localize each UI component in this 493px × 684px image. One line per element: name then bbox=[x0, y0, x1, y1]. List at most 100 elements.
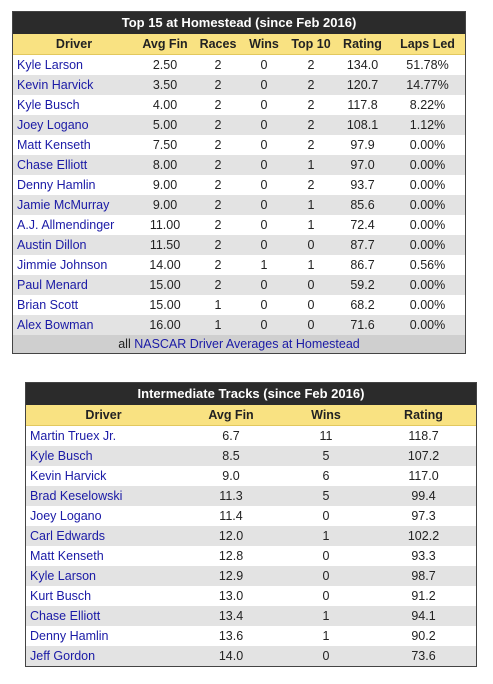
rating-cell: 99.4 bbox=[411, 489, 436, 503]
driver-link[interactable]: Kyle Busch bbox=[17, 98, 80, 112]
driver-cell: Matt Kenseth bbox=[26, 546, 181, 566]
table-row: Matt Kenseth 12.8 0 93.3 bbox=[26, 546, 476, 566]
driver-link[interactable]: Joey Logano bbox=[30, 509, 102, 523]
top10-cell: 2 bbox=[307, 118, 315, 132]
avg-fin-cell: 13.4 bbox=[218, 609, 244, 623]
driver-link[interactable]: Matt Kenseth bbox=[30, 549, 104, 563]
driver-link[interactable]: Jeff Gordon bbox=[30, 649, 96, 663]
avg-fin-cell: 12.9 bbox=[218, 569, 244, 583]
rating-cell: 72.4 bbox=[350, 218, 375, 232]
avg-fin-cell: 11.50 bbox=[149, 238, 181, 252]
races-cell: 2 bbox=[214, 258, 222, 272]
driver-link[interactable]: A.J. Allmendinger bbox=[17, 218, 115, 232]
driver-link[interactable]: Kevin Harvick bbox=[17, 78, 94, 92]
wins-cell: 0 bbox=[260, 218, 268, 232]
avg-fin-cell: 5.00 bbox=[152, 118, 178, 132]
avg-fin-cell: 4.00 bbox=[152, 98, 178, 112]
driver-link[interactable]: Alex Bowman bbox=[17, 318, 94, 332]
avg-fin-cell: 12.0 bbox=[218, 529, 244, 543]
driver-link[interactable]: Kyle Larson bbox=[30, 569, 97, 583]
rating-cell: 108.1 bbox=[346, 118, 379, 132]
footer-prefix: all bbox=[118, 337, 135, 351]
avg-fin-cell: 11.00 bbox=[149, 218, 181, 232]
intermediate-tracks-table: Intermediate Tracks (since Feb 2016) Dri… bbox=[25, 382, 477, 667]
avg-fin-cell: 2.50 bbox=[152, 58, 178, 72]
rating-cell: 59.2 bbox=[350, 278, 375, 292]
top10-cell: 0 bbox=[307, 238, 315, 252]
avg-fin-cell: 15.00 bbox=[149, 278, 181, 292]
races-cell: 2 bbox=[214, 58, 222, 72]
avg-fin-cell: 8.5 bbox=[222, 449, 240, 463]
laps-led-cell: 51.78% bbox=[406, 58, 449, 72]
top10-cell: 2 bbox=[307, 58, 315, 72]
laps-led-cell: 14.77% bbox=[406, 78, 449, 92]
races-cell: 2 bbox=[214, 98, 222, 112]
driver-link[interactable]: Kyle Busch bbox=[30, 449, 93, 463]
driver-link[interactable]: Brad Keselowski bbox=[30, 489, 123, 503]
driver-cell: Kyle Larson bbox=[26, 566, 181, 586]
races-cell: 2 bbox=[214, 138, 222, 152]
driver-link[interactable]: Jamie McMurray bbox=[17, 198, 110, 212]
driver-link[interactable]: Jimmie Johnson bbox=[17, 258, 108, 272]
wins-cell: 0 bbox=[322, 549, 330, 563]
driver-link[interactable]: Kevin Harvick bbox=[30, 469, 107, 483]
col-header-races: Races bbox=[199, 37, 237, 51]
driver-link[interactable]: Carl Edwards bbox=[30, 529, 106, 543]
driver-link[interactable]: Denny Hamlin bbox=[30, 629, 109, 643]
top10-cell: 1 bbox=[307, 258, 315, 272]
driver-cell: Jamie McMurray bbox=[13, 195, 135, 215]
driver-link[interactable]: Kurt Busch bbox=[30, 589, 92, 603]
table-row: Brad Keselowski 11.3 5 99.4 bbox=[26, 486, 476, 506]
col-header-avg-fin: Avg Fin bbox=[208, 408, 254, 422]
races-cell: 2 bbox=[214, 278, 222, 292]
races-cell: 2 bbox=[214, 198, 222, 212]
laps-led-cell: 0.00% bbox=[409, 298, 446, 312]
table-row: Kyle Larson 2.50 2 0 2 134.0 51.78% bbox=[13, 55, 465, 75]
col-header-rating: Rating bbox=[343, 37, 382, 51]
driver-link[interactable]: Chase Elliott bbox=[30, 609, 101, 623]
rating-cell: 102.2 bbox=[407, 529, 440, 543]
table-row: Martin Truex Jr. 6.7 11 118.7 bbox=[26, 426, 476, 446]
wins-cell: 0 bbox=[260, 278, 268, 292]
col-header-wins: Wins bbox=[311, 408, 341, 422]
table-header-row: Driver Avg Fin Races Wins Top 10 Rating … bbox=[13, 34, 465, 55]
col-header-driver: Driver bbox=[55, 37, 93, 51]
rating-cell: 97.3 bbox=[411, 509, 436, 523]
table-footer: all NASCAR Driver Averages at Homestead bbox=[13, 335, 465, 353]
homestead-table: Top 15 at Homestead (since Feb 2016) Dri… bbox=[12, 11, 466, 354]
driver-link[interactable]: Martin Truex Jr. bbox=[30, 429, 117, 443]
footer-link-driver-averages[interactable]: NASCAR Driver Averages at Homestead bbox=[134, 337, 360, 351]
driver-cell: Austin Dillon bbox=[13, 235, 135, 255]
rating-cell: 87.7 bbox=[350, 238, 375, 252]
table-row: Kyle Busch 4.00 2 0 2 117.8 8.22% bbox=[13, 95, 465, 115]
avg-fin-cell: 7.50 bbox=[152, 138, 178, 152]
driver-link[interactable]: Joey Logano bbox=[17, 118, 89, 132]
wins-cell: 0 bbox=[260, 58, 268, 72]
rating-cell: 117.0 bbox=[408, 469, 439, 483]
driver-link[interactable]: Austin Dillon bbox=[17, 238, 87, 252]
driver-cell: Kyle Busch bbox=[26, 446, 181, 466]
rating-cell: 98.7 bbox=[411, 569, 436, 583]
driver-link[interactable]: Matt Kenseth bbox=[17, 138, 91, 152]
table-row: Joey Logano 11.4 0 97.3 bbox=[26, 506, 476, 526]
rating-cell: 117.8 bbox=[347, 98, 378, 112]
driver-link[interactable]: Brian Scott bbox=[17, 298, 79, 312]
table-body: Kyle Larson 2.50 2 0 2 134.0 51.78% Kevin Harvi… bbox=[13, 55, 465, 335]
rating-cell: 71.6 bbox=[350, 318, 375, 332]
driver-link[interactable]: Kyle Larson bbox=[17, 58, 84, 72]
driver-link[interactable]: Chase Elliott bbox=[17, 158, 88, 172]
wins-cell: 0 bbox=[260, 118, 268, 132]
laps-led-cell: 0.00% bbox=[409, 138, 446, 152]
driver-cell: Kevin Harvick bbox=[26, 466, 181, 486]
driver-link[interactable]: Paul Menard bbox=[17, 278, 88, 292]
driver-link[interactable]: Denny Hamlin bbox=[17, 178, 96, 192]
races-cell: 2 bbox=[214, 118, 222, 132]
top10-cell: 2 bbox=[307, 138, 315, 152]
wins-cell: 0 bbox=[260, 238, 268, 252]
driver-cell: Chase Elliott bbox=[26, 606, 181, 626]
table-row: A.J. Allmendinger 11.00 2 0 1 72.4 0.00% bbox=[13, 215, 465, 235]
col-header-driver: Driver bbox=[85, 408, 122, 422]
table-row: Jamie McMurray 9.00 2 0 1 85.6 0.00% bbox=[13, 195, 465, 215]
table-row: Alex Bowman 16.00 1 0 0 71.6 0.00% bbox=[13, 315, 465, 335]
wins-cell: 0 bbox=[260, 178, 268, 192]
